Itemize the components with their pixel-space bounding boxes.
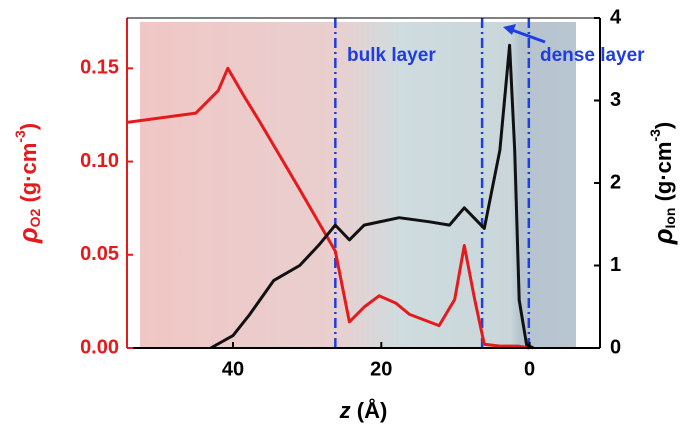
y-tick-label: 0.00 <box>80 336 119 358</box>
label-unit: (g·cm <box>16 143 41 209</box>
annotation-arrow <box>511 28 546 44</box>
series-line <box>126 66 530 350</box>
x-tick-label: 0 <box>524 358 535 380</box>
arrow-head <box>503 24 516 35</box>
series-line <box>210 43 534 350</box>
label-unit: (g·cm <box>651 142 676 208</box>
label-symbol: ρ <box>13 227 43 244</box>
y-tick-label: 0.10 <box>80 150 119 172</box>
label-sup: -3 <box>647 129 663 142</box>
y2-tick-label: 2 <box>610 171 621 193</box>
label-sup: -3 <box>12 130 28 143</box>
background-image <box>140 22 576 348</box>
y2-axis-label: ρIon (g·cm-3) <box>647 122 678 246</box>
y2-tick-label: 0 <box>610 336 621 358</box>
annotation: bulk layer <box>347 45 436 66</box>
x-label-unit: (Å) <box>351 397 388 423</box>
x-axis-label: z (Å) <box>339 397 388 423</box>
x-tick-label: 40 <box>222 358 244 380</box>
y2-tick-label: 4 <box>610 6 622 28</box>
label-symbol: ρ <box>648 229 678 246</box>
y-axis-label: ρO2 (g·cm-3) <box>12 123 43 244</box>
y-tick-label: 0.05 <box>80 243 119 265</box>
label-sub: O2 <box>27 208 43 227</box>
label-sub: Ion <box>662 208 678 229</box>
label-close: ) <box>651 122 676 129</box>
y2-tick-label: 1 <box>610 254 621 276</box>
x-tick-label: 20 <box>370 358 392 380</box>
x-label-symbol: z <box>339 398 351 423</box>
y-tick-label: 0.15 <box>80 57 119 79</box>
annotation: dense layer <box>540 45 645 66</box>
y2-tick-label: 3 <box>610 89 621 111</box>
label-close: ) <box>16 123 41 130</box>
